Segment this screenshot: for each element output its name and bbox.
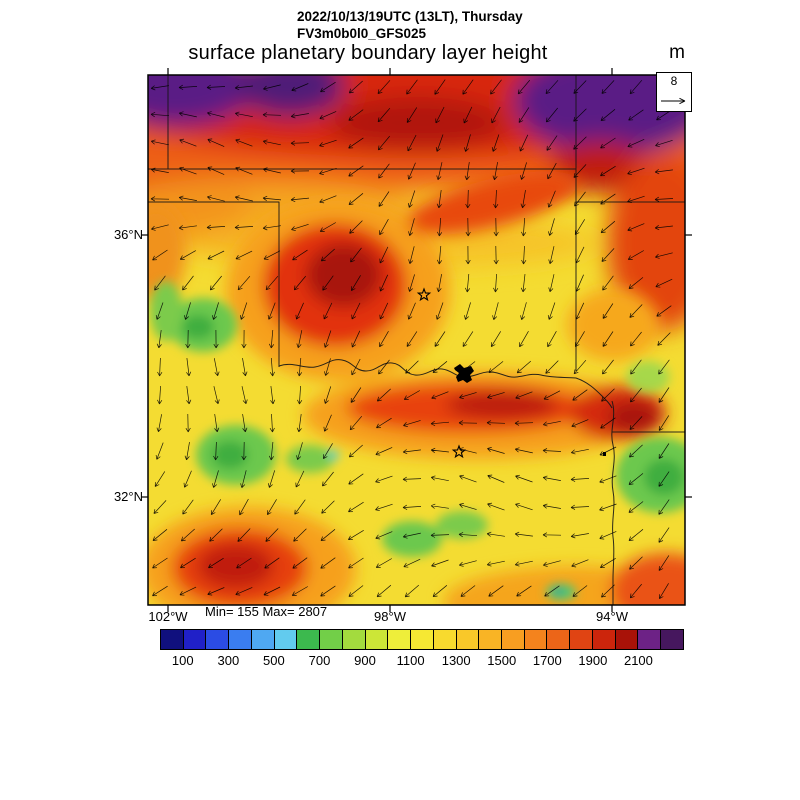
- colorbar-tick-label: 1900: [578, 653, 608, 668]
- colorbar-cell: [161, 630, 184, 649]
- colorbar-cell: [433, 630, 457, 649]
- colorbar-cell: [524, 630, 548, 649]
- colorbar-cell: [251, 630, 275, 649]
- colorbar-cell: [502, 630, 525, 649]
- plot-header: 2022/10/13/19UTC (13LT), Thursday FV3m0b…: [297, 9, 523, 43]
- state-borders: [148, 75, 685, 605]
- border-oklahoma-panhandle: [148, 201, 280, 367]
- border-texas-arkansas-louisiana: [611, 400, 615, 605]
- colorbar: [160, 629, 684, 650]
- colorbar-cell: [615, 630, 639, 649]
- lat-tick-label: 36°N: [113, 227, 143, 242]
- valid-time-label: 2022/10/13/19UTC (13LT), Thursday: [297, 9, 523, 24]
- colorbar-cell: [342, 630, 366, 649]
- colorbar-cell: [274, 630, 298, 649]
- colorbar-tick-label: 700: [308, 653, 331, 668]
- colorbar-cell: [638, 630, 662, 649]
- map-frame: [147, 74, 686, 606]
- min-max-label: Min= 155 Max= 2807: [205, 604, 328, 619]
- lon-tick-label: 94°W: [596, 609, 628, 624]
- colorbar-cell: [365, 630, 389, 649]
- colorbar-cell: [297, 630, 321, 649]
- axis-ticks: [141, 68, 692, 612]
- colorbar-tick-label: 1700: [532, 653, 562, 668]
- units-label: m: [669, 42, 685, 63]
- colorbar-tick-label: 300: [217, 653, 240, 668]
- border-red-river: [278, 359, 613, 409]
- lon-tick-label: 102°W: [148, 609, 188, 624]
- wind-reference-value: 8: [670, 74, 678, 88]
- small-lake: [603, 452, 606, 456]
- map-plot: [141, 68, 692, 612]
- colorbar-cell: [456, 630, 480, 649]
- colorbar-tick-label: 500: [263, 653, 285, 668]
- wind-arrows: [150, 79, 674, 600]
- colorbar-cell: [411, 630, 434, 649]
- wind-reference-arrow-icon: [661, 97, 686, 105]
- colorbar-tick-label: 1300: [441, 653, 471, 668]
- lake-texoma: [454, 364, 474, 383]
- wind-reference-box: 8: [656, 72, 692, 112]
- colorbar-tick-label: 100: [171, 653, 194, 668]
- city-star-markers: [416, 287, 467, 459]
- lakes: [454, 364, 606, 456]
- city-star-icon: [451, 444, 467, 459]
- colorbar-cell: [547, 630, 571, 649]
- city-star-icon: [416, 287, 432, 302]
- colorbar-labels: 100 300 500 700 900 1100 1300 1500 1700 1900 2100: [160, 653, 684, 669]
- colorbar-cell: [320, 630, 343, 649]
- plot-title: surface planetary boundary layer height: [188, 42, 548, 64]
- colorbar-cell: [592, 630, 616, 649]
- lon-tick-label: 98°W: [374, 609, 406, 624]
- model-name-label: FV3m0b0l0_GFS025: [297, 25, 427, 41]
- colorbar-cell: [388, 630, 412, 649]
- wind-vector-layer: [150, 79, 674, 600]
- pbl-field-upper-blobs: [148, 75, 685, 331]
- colorbar-tick-label: 1500: [487, 653, 517, 668]
- pbl-field: [148, 75, 685, 605]
- colorbar-cell: [206, 630, 230, 649]
- colorbar-tick-label: 900: [354, 653, 376, 668]
- pbl-field-mid-blobs: [148, 171, 685, 605]
- colorbar-cell: [661, 630, 683, 649]
- colorbar-cell: [229, 630, 252, 649]
- lat-tick-label: 32°N: [113, 489, 143, 504]
- pbl-field-minima-blobs: [150, 281, 685, 600]
- colorbar-cell: [479, 630, 503, 649]
- colorbar-tick-label: 2100: [623, 653, 653, 668]
- colorbar-cell: [183, 630, 207, 649]
- colorbar-cell: [570, 630, 593, 649]
- colorbar-tick-label: 1100: [396, 653, 425, 668]
